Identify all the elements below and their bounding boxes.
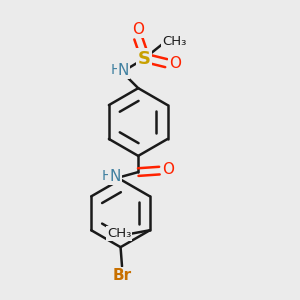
- Text: O: O: [169, 56, 181, 70]
- Text: H: H: [110, 63, 121, 76]
- Text: CH₃: CH₃: [162, 35, 187, 48]
- Text: Br: Br: [113, 268, 132, 283]
- Text: N: N: [118, 63, 129, 78]
- Text: CH₃: CH₃: [107, 227, 131, 240]
- Text: H: H: [102, 169, 112, 183]
- Text: O: O: [162, 162, 174, 177]
- Text: S: S: [138, 50, 151, 68]
- Text: N: N: [110, 169, 121, 184]
- Text: O: O: [132, 22, 144, 37]
